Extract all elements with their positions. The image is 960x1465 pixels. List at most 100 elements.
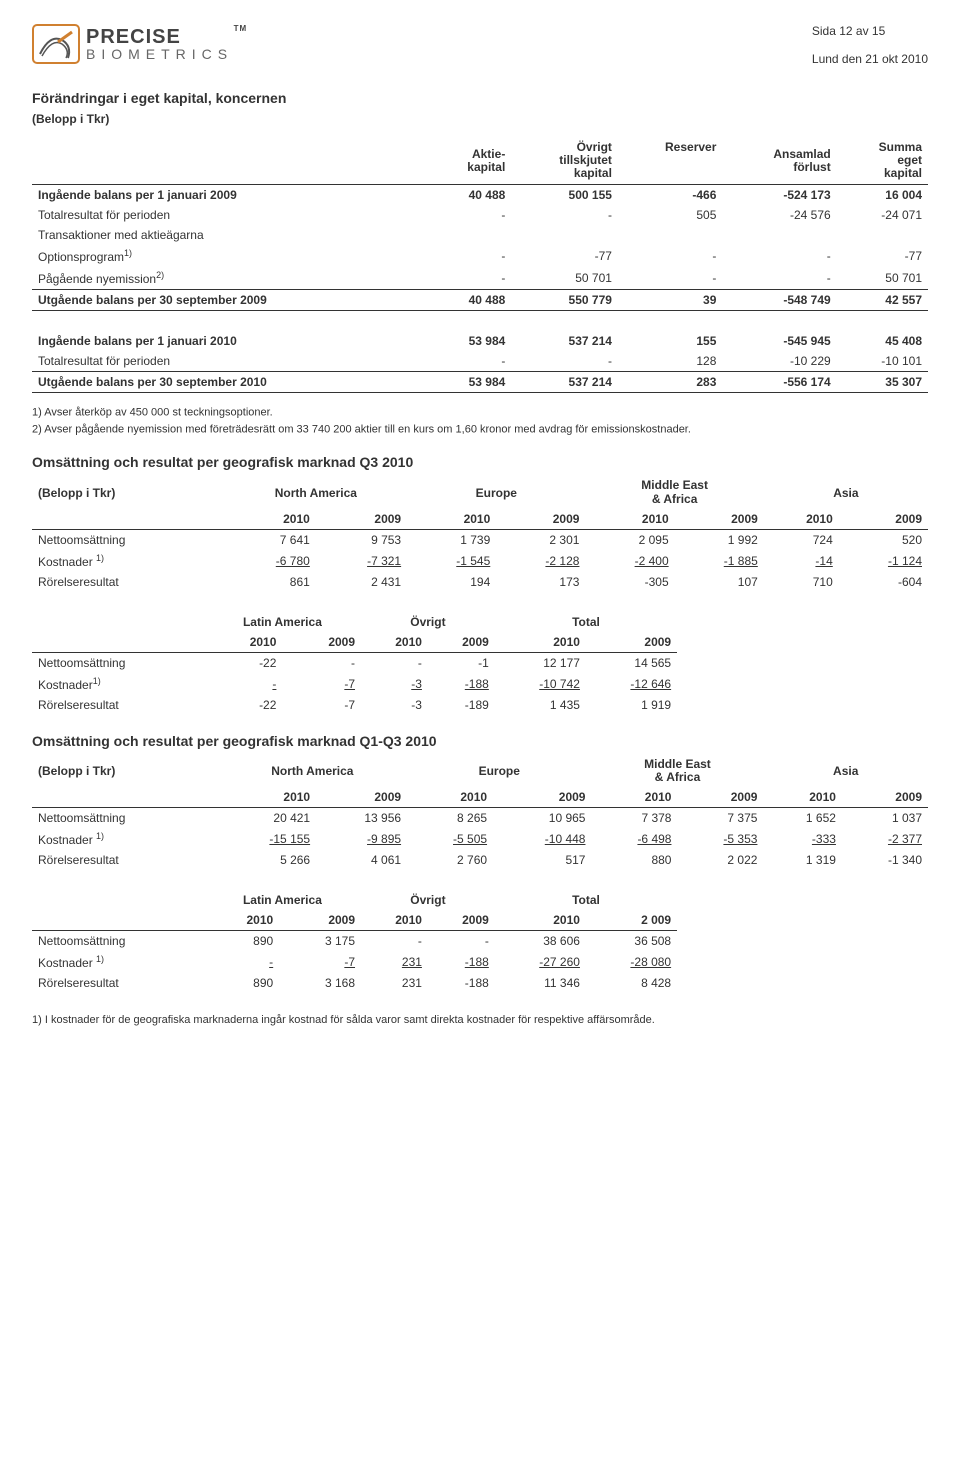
year-header: 2009	[428, 910, 495, 931]
geo-row: Nettoomsättning20 42113 9568 26510 9657 …	[32, 808, 928, 829]
region-total-2: Total	[495, 890, 677, 910]
cell-value: 3 168	[279, 973, 361, 993]
cell-value: -1 545	[407, 550, 496, 572]
cell-value: -5 353	[677, 828, 763, 850]
cell-value: -24 071	[837, 205, 928, 225]
row-label: Utgående balans per 30 september 2009	[32, 289, 429, 310]
geo-q3-years-row: 20102009201020092010200920102009	[32, 509, 928, 530]
cell-value: 7 375	[677, 808, 763, 829]
page-date-label: Lund den 21 okt 2010	[812, 52, 928, 66]
row-label: Kostnader 1)	[32, 828, 218, 850]
year-header: 2010	[204, 632, 283, 653]
logo-sub-label: BIOMETRICS	[86, 47, 233, 61]
year-header: 2009	[842, 787, 928, 808]
cell-value: -	[511, 351, 618, 372]
year-header: 2009	[316, 509, 407, 530]
cell-value: -10 742	[495, 673, 586, 695]
cell-value: 39	[618, 289, 722, 310]
cell-value: -2 400	[585, 550, 674, 572]
region-ovrigt: Övrigt	[361, 612, 495, 632]
year-header: 2009	[677, 787, 763, 808]
region-na: North America	[225, 476, 408, 508]
cell-value: 194	[407, 572, 496, 592]
equity-table-header-row: Aktie-kapital Övrigttillskjutetkapital R…	[32, 138, 928, 184]
cell-value: 710	[764, 572, 839, 592]
cell-value: -188	[428, 951, 495, 973]
year-header: 2010	[764, 509, 839, 530]
row-label: Nettoomsättning	[32, 808, 218, 829]
equity-row: Utgående balans per 30 september 200940 …	[32, 289, 928, 310]
row-label: Rörelseresultat	[32, 695, 204, 715]
cell-value: 40 488	[429, 289, 511, 310]
cell-value: -	[361, 931, 428, 952]
equity-row: Utgående balans per 30 september 201053 …	[32, 371, 928, 392]
region-asia-2: Asia	[763, 755, 928, 787]
cell-value: -10 229	[722, 351, 836, 372]
row-label: Kostnader1)	[32, 673, 204, 695]
geo-row: Nettoomsättning8903 175--38 60636 508	[32, 931, 677, 952]
geo-row: Rörelseresultat8903 168231-18811 3468 42…	[32, 973, 677, 993]
geo-row: Kostnader 1)-6 780-7 321-1 545-2 128-2 4…	[32, 550, 928, 572]
cell-value: 10 965	[493, 808, 591, 829]
geo-q1q3-table-a: (Belopp i Tkr) North America Europe Midd…	[32, 755, 928, 870]
row-label: Utgående balans per 30 september 2010	[32, 371, 429, 392]
cell-value: 53 984	[429, 371, 511, 392]
cell-value: -2 128	[496, 550, 585, 572]
year-header: 2009	[675, 509, 764, 530]
year-header: 2009	[839, 509, 928, 530]
row-label: Nettoomsättning	[32, 931, 204, 952]
equity-row: Pågående nyemission2)-50 701--50 701	[32, 267, 928, 290]
cell-value: 11 346	[495, 973, 586, 993]
cell-value: -3	[361, 695, 428, 715]
year-header: 2009	[586, 632, 677, 653]
footnote-2-text: 2) Avser pågående nyemission med företrä…	[32, 423, 691, 435]
col-ovrigt-3: kapital	[574, 166, 612, 180]
geo-row: Rörelseresultat-22-7-3-1891 4351 919	[32, 695, 677, 715]
page-info: Sida 12 av 15 Lund den 21 okt 2010	[812, 24, 928, 66]
geo-row: Kostnader 1)-15 155-9 895-5 505-10 448-6…	[32, 828, 928, 850]
cell-value: 107	[675, 572, 764, 592]
cell-value: 5 266	[218, 850, 316, 870]
geo-q3b-region-row: Latin America Övrigt Total	[32, 612, 677, 632]
geo-q3b-years-row: 201020092010200920102009	[32, 632, 677, 653]
geo-q3-region-row: (Belopp i Tkr) North America Europe Midd…	[32, 476, 928, 508]
equity-row: Totalresultat för perioden--128-10 229-1…	[32, 351, 928, 372]
cell-value: 42 557	[837, 289, 928, 310]
cell-value: 550 779	[511, 289, 618, 310]
col-ansamlad-1: Ansamlad	[773, 147, 830, 161]
cell-value: -77	[837, 245, 928, 267]
year-header: 2010	[495, 632, 586, 653]
row-label: Totalresultat för perioden	[32, 351, 429, 372]
section2-title: Omsättning och resultat per geografisk m…	[32, 454, 928, 470]
cell-value: 3 175	[279, 931, 361, 952]
year-header: 2010	[361, 910, 428, 931]
logo: PRECISE TM BIOMETRICS	[32, 24, 233, 64]
cell-value: 890	[204, 931, 279, 952]
row-label: Ingående balans per 1 januari 2010	[32, 331, 429, 351]
cell-value: -1	[428, 652, 495, 673]
cell-value: 13 956	[316, 808, 407, 829]
cell-value: -188	[428, 673, 495, 695]
cell-value: -7	[282, 673, 361, 695]
footnote-1-text: 1) Avser återköp av 450 000 st tecknings…	[32, 406, 273, 418]
cell-value: -10 448	[493, 828, 591, 850]
cell-value: 231	[361, 951, 428, 973]
cell-value: 173	[496, 572, 585, 592]
belopp-label: (Belopp i Tkr)	[32, 476, 225, 508]
cell-value: 2 301	[496, 529, 585, 550]
logo-brand-label: PRECISE	[86, 26, 181, 48]
year-header: 2009	[493, 787, 591, 808]
year-header: 2010	[225, 509, 316, 530]
cell-value: 9 753	[316, 529, 407, 550]
section1-footnotes: 1) Avser återköp av 450 000 st tecknings…	[32, 403, 928, 437]
row-label: Kostnader 1)	[32, 550, 225, 572]
cell-value: -188	[428, 973, 495, 993]
year-header: 2010	[218, 787, 316, 808]
cell-value: -189	[428, 695, 495, 715]
cell-value: 38 606	[495, 931, 586, 952]
cell-value: 40 488	[429, 184, 511, 205]
cell-value: -10 101	[837, 351, 928, 372]
cell-value: 1 919	[586, 695, 677, 715]
cell-value: 1 435	[495, 695, 586, 715]
row-label: Totalresultat för perioden	[32, 205, 429, 225]
